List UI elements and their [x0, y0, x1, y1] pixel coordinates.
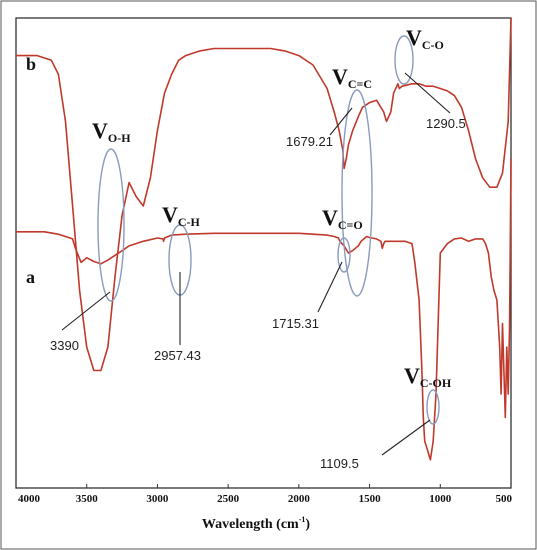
x-tick-label: 1000: [429, 493, 452, 505]
band-ellipse-cc: [341, 89, 373, 297]
x-tick-label: 4000: [18, 493, 41, 505]
x-tick-label: 3500: [76, 493, 99, 505]
band-label-c-o-sub: C-O: [422, 38, 444, 52]
leader-1109: [381, 419, 431, 456]
peak-label-1715: 1715.31: [272, 316, 319, 331]
band-label-co-sub: C=O: [338, 218, 363, 232]
plot-area: [15, 17, 512, 489]
band-label-coh: VC-OH: [404, 363, 452, 390]
band-label-cc-sub: C=C: [348, 77, 372, 91]
band-label-coh-main: V: [404, 363, 420, 388]
peak-label-2957: 2957.43: [154, 348, 201, 363]
x-tick-label: 3000: [146, 493, 169, 505]
x-axis-label: Wavelength (cm-1): [202, 515, 311, 532]
band-label-ch: VC-H: [162, 202, 201, 229]
peak-label-1109: 1109.5: [320, 456, 359, 471]
band-label-c-o: VC-O: [406, 25, 444, 52]
series-tag-a: a: [26, 267, 35, 287]
series-line-a: [16, 158, 512, 461]
peak-label-1679: 1679.21: [286, 134, 333, 149]
series-tag-b: b: [26, 54, 36, 74]
x-tick-label: 2500: [217, 493, 240, 505]
band-label-cc: VC=C: [332, 64, 372, 91]
band-ellipses: [97, 35, 440, 425]
series-line-b: [16, 17, 512, 372]
band-label-oh: VO-H: [92, 118, 131, 145]
band-ellipse-coh: [426, 389, 440, 425]
leader-3390: [61, 291, 111, 331]
x-axis-ticks: 4000 3500 3000 2500 2000 1500 1000 500: [15, 484, 513, 505]
band-ellipse-oh: [97, 148, 125, 302]
x-tick-label: 500: [496, 493, 513, 505]
band-label-co-main: V: [322, 205, 338, 230]
band-label-ch-sub: C-H: [178, 215, 201, 229]
band-label-oh-sub: O-H: [108, 131, 131, 145]
x-axis-label-main: Wavelength (cm: [202, 517, 299, 532]
band-label-c-o-main: V: [406, 25, 422, 50]
band-label-oh-main: V: [92, 118, 108, 143]
leader-lines: [61, 72, 451, 456]
peak-label-3390: 3390: [50, 338, 79, 353]
leader-1715: [317, 261, 343, 313]
band-label-cc-main: V: [332, 64, 348, 89]
series-layer: [16, 17, 512, 461]
leader-1679: [329, 107, 353, 136]
band-label-coh-sub: C-OH: [420, 376, 452, 390]
x-axis-label-close: ): [305, 517, 310, 532]
band-ellipse-co-high: [394, 35, 414, 85]
x-axis-label-sup: -1: [299, 515, 306, 524]
x-tick-label: 2000: [288, 493, 311, 505]
x-tick-label: 1500: [359, 493, 382, 505]
band-label-co: VC=O: [322, 205, 363, 232]
peak-label-1290: 1290.5: [426, 116, 466, 131]
band-label-ch-main: V: [162, 202, 178, 227]
leader-1290: [404, 72, 451, 114]
